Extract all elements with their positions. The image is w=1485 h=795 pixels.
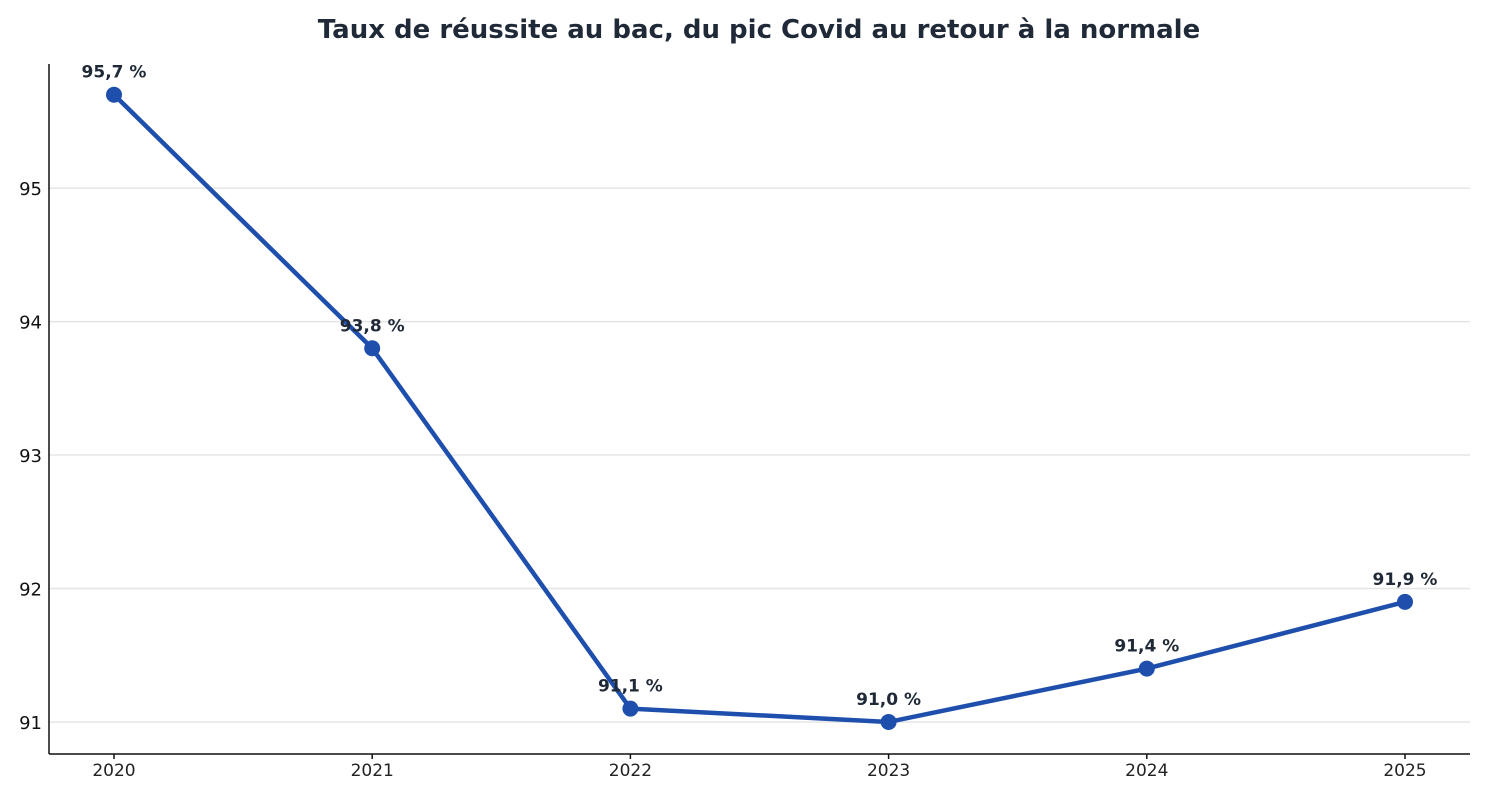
data-label-2023: 91,0 %: [856, 690, 921, 710]
data-label-2022: 91,1 %: [598, 677, 663, 697]
x-tick-label-2021: 2021: [351, 761, 394, 781]
y-tick-label-94: 94: [19, 313, 42, 334]
data-point-2024: [1138, 660, 1155, 677]
x-tick-label-2022: 2022: [609, 761, 652, 781]
y-tick-label-93: 93: [19, 446, 42, 467]
chart-title: Taux de réussite au bac, du pic Covid au…: [318, 15, 1200, 45]
data-label-2021: 93,8 %: [340, 316, 405, 336]
grid-lines: [49, 187, 1470, 723]
series: [106, 86, 1413, 730]
y-tick-labels: 91 92 93 94 95: [19, 179, 42, 734]
data-point-2023: [880, 713, 897, 730]
axes: [48, 64, 1470, 755]
data-point-2022: [622, 700, 639, 717]
data-point-2025: [1397, 593, 1413, 610]
y-tick-label-91: 91: [19, 713, 42, 734]
y-tick-label-92: 92: [19, 580, 42, 601]
data-point-2021: [364, 340, 381, 357]
x-tick-label-2024: 2024: [1125, 761, 1168, 781]
x-tick-label-2025: 2025: [1383, 761, 1426, 781]
data-label-2020: 95,7 %: [82, 63, 147, 83]
data-point-2020: [106, 86, 122, 103]
data-label-2024: 91,4 %: [1114, 637, 1179, 657]
x-tick-label-2020: 2020: [92, 761, 135, 781]
data-label-2025: 91,9 %: [1373, 570, 1438, 590]
x-tick-label-2023: 2023: [867, 761, 910, 781]
series-line-0: [111, 92, 1408, 725]
x-tick-labels: 2020 2021 2022 2023 2024 2025: [92, 754, 1427, 781]
y-tick-label-95: 95: [19, 179, 42, 200]
data-labels: 95,7 % 93,8 % 91,1 % 91,0 % 91,4 % 91,9 %: [82, 63, 1438, 710]
